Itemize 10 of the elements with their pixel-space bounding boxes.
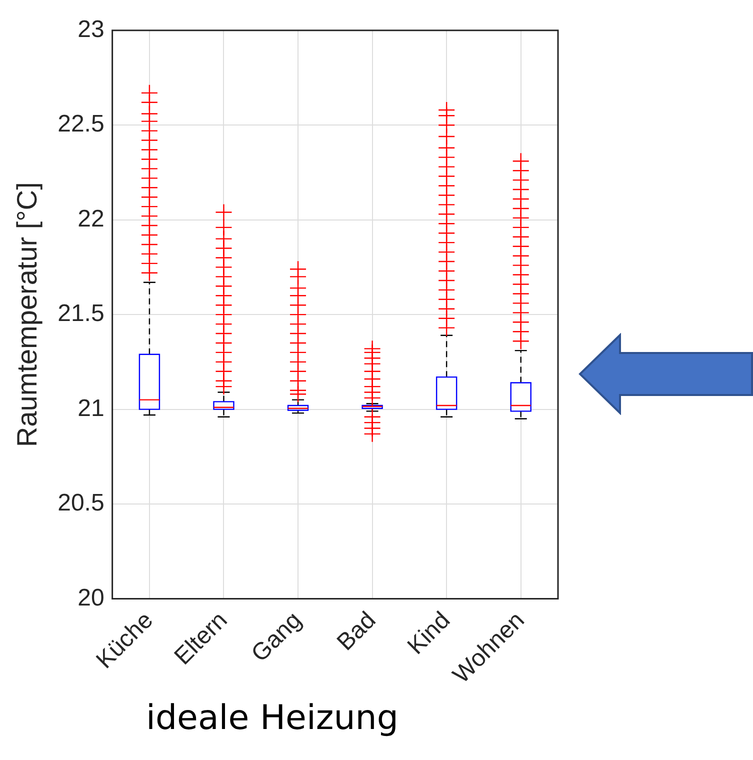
y-tick-label: 22.5	[58, 110, 104, 138]
y-tick-label: 22	[78, 205, 104, 232]
y-tick-label: 23	[78, 16, 104, 44]
y-axis-title: Raumtemperatur [°C]	[12, 182, 43, 447]
x-tick-label: Bad	[332, 606, 382, 656]
text: ideale Heizung	[146, 698, 398, 738]
y-tick-label: 21.5	[58, 300, 104, 328]
y-tick-label: 20	[78, 584, 104, 612]
y-tick-label: 21	[78, 394, 104, 422]
y-tick-label: 20.5	[58, 490, 104, 517]
